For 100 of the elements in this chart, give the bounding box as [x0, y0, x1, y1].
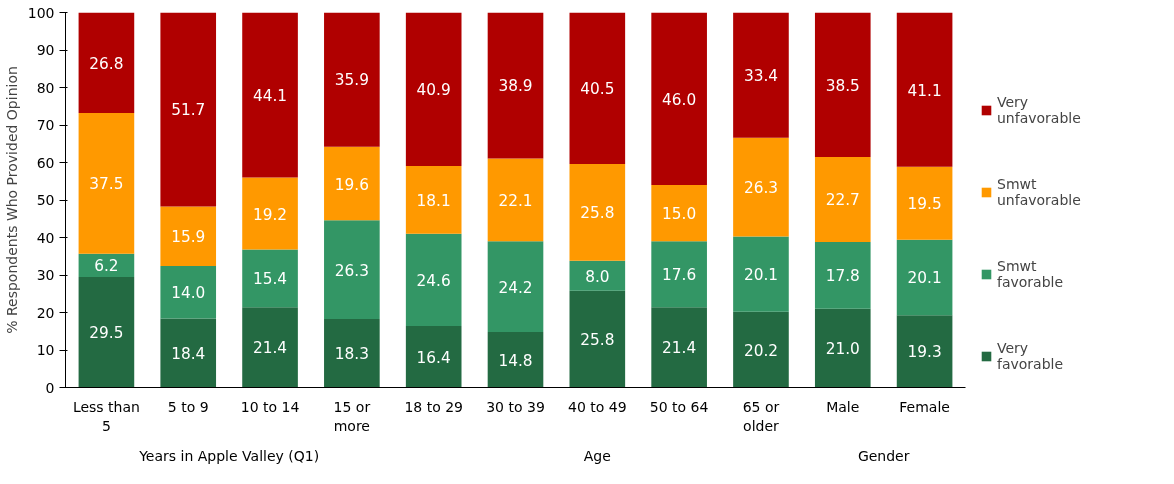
- x-tick-label: 50 to 64: [649, 398, 709, 415]
- bar: [487, 332, 544, 388]
- data-label: 41.1: [907, 81, 942, 100]
- y-axis-title: % Respondents Who Provided Opinion: [3, 66, 20, 334]
- y-tick-label: 100: [27, 4, 55, 21]
- bar: [896, 166, 953, 240]
- bar: [160, 12, 217, 207]
- bar: [733, 311, 789, 388]
- bar: [405, 12, 462, 166]
- data-label: 35.9: [334, 71, 369, 90]
- text: Years in Apple Valley (Q1): [138, 447, 320, 464]
- data-label: 17.6: [662, 266, 697, 285]
- data-label: 25.8: [580, 204, 615, 223]
- text: Gender: [857, 447, 910, 464]
- data-label: 18.1: [416, 191, 451, 210]
- bar: [487, 12, 544, 159]
- data-label: 21.4: [662, 339, 697, 358]
- bar: [733, 236, 789, 312]
- legend-label: Very favorable: [997, 340, 1064, 372]
- data-label: 40.5: [580, 80, 615, 99]
- data-label: 15.4: [252, 270, 288, 289]
- bar: [160, 266, 217, 319]
- data-label: 37.5: [89, 175, 124, 194]
- data-label: 26.8: [89, 54, 124, 73]
- bar: [896, 315, 953, 388]
- bar: [405, 326, 462, 388]
- data-label: 19.3: [907, 343, 942, 362]
- legend-label: Smwt unfavorable: [997, 176, 1081, 208]
- bar: [896, 12, 953, 167]
- bar: [405, 233, 462, 326]
- bar: [814, 156, 871, 242]
- y-tick-label: 80: [36, 79, 55, 96]
- data-label: 25.8: [580, 331, 615, 350]
- bar: [78, 276, 135, 388]
- text: Age: [583, 447, 611, 464]
- data-label: 19.5: [907, 195, 942, 214]
- x-tick-label: 30 to 39: [486, 398, 545, 415]
- data-label: 51.7: [171, 101, 206, 120]
- data-label: 22.7: [825, 191, 860, 210]
- data-label: 44.1: [252, 86, 288, 105]
- data-label: 8.0: [585, 267, 610, 286]
- data-label: 16.4: [416, 348, 451, 367]
- x-tick-label: Female: [899, 398, 950, 415]
- data-label: 40.9: [416, 81, 451, 100]
- bar: [160, 318, 217, 388]
- data-label: 38.5: [825, 76, 860, 95]
- bar: [569, 12, 626, 164]
- bar: [896, 239, 953, 316]
- data-label: 26.3: [743, 179, 779, 198]
- bar: [651, 185, 707, 242]
- y-tick-label: 70: [36, 117, 55, 133]
- x-tick-label: 10 to 14: [240, 398, 300, 415]
- bar: [324, 318, 380, 388]
- bar: [78, 113, 135, 254]
- bar: [324, 12, 380, 147]
- bar: [405, 165, 462, 234]
- x-tick-label: 5 to 9: [167, 398, 209, 415]
- data-label: 6.2: [94, 257, 119, 276]
- y-tick-label: 10: [36, 342, 55, 358]
- data-label: 15.0: [662, 205, 697, 224]
- bar: [324, 220, 380, 319]
- data-label: 19.2: [252, 205, 288, 224]
- bar: [242, 177, 298, 250]
- bar: [324, 146, 380, 221]
- data-label: 20.2: [743, 341, 779, 360]
- data-label: 33.4: [743, 67, 779, 86]
- data-label: 18.4: [171, 345, 206, 363]
- x-tick-label: Male: [826, 398, 860, 415]
- y-tick-label: 30: [36, 267, 55, 283]
- data-label: 21.4: [252, 339, 288, 358]
- bar: [651, 241, 707, 308]
- bar: [814, 308, 871, 388]
- data-label: 17.8: [825, 267, 860, 286]
- data-label: 15.9: [171, 228, 206, 247]
- data-label: 24.2: [498, 278, 533, 297]
- bar: [242, 12, 298, 178]
- data-label: 26.3: [334, 261, 369, 280]
- bar: [733, 12, 789, 138]
- bar: [814, 12, 871, 157]
- y-tick-label: 50: [36, 192, 55, 208]
- y-tick-label: 90: [36, 42, 55, 58]
- data-label: 19.6: [334, 175, 369, 194]
- data-label: 21.0: [825, 340, 860, 359]
- bar: [651, 307, 707, 388]
- bar: [160, 206, 217, 266]
- bar: [242, 249, 298, 308]
- x-tick-label: 18 to 29: [404, 398, 463, 415]
- y-tick-label: 40: [36, 229, 55, 246]
- bar: [569, 260, 626, 291]
- legend-label: Very unfavorable: [997, 94, 1081, 126]
- data-label: 14.0: [171, 284, 206, 303]
- data-label: 29.5: [89, 324, 124, 343]
- y-tick-label: 20: [36, 304, 55, 321]
- x-tick-label: Less than 5: [72, 398, 140, 434]
- data-label: 20.1: [743, 266, 779, 285]
- y-tick-label: 0: [45, 379, 55, 396]
- bar: [733, 137, 789, 237]
- data-label: 18.3: [334, 345, 369, 364]
- data-label: 24.6: [416, 271, 451, 290]
- bar: [814, 242, 871, 309]
